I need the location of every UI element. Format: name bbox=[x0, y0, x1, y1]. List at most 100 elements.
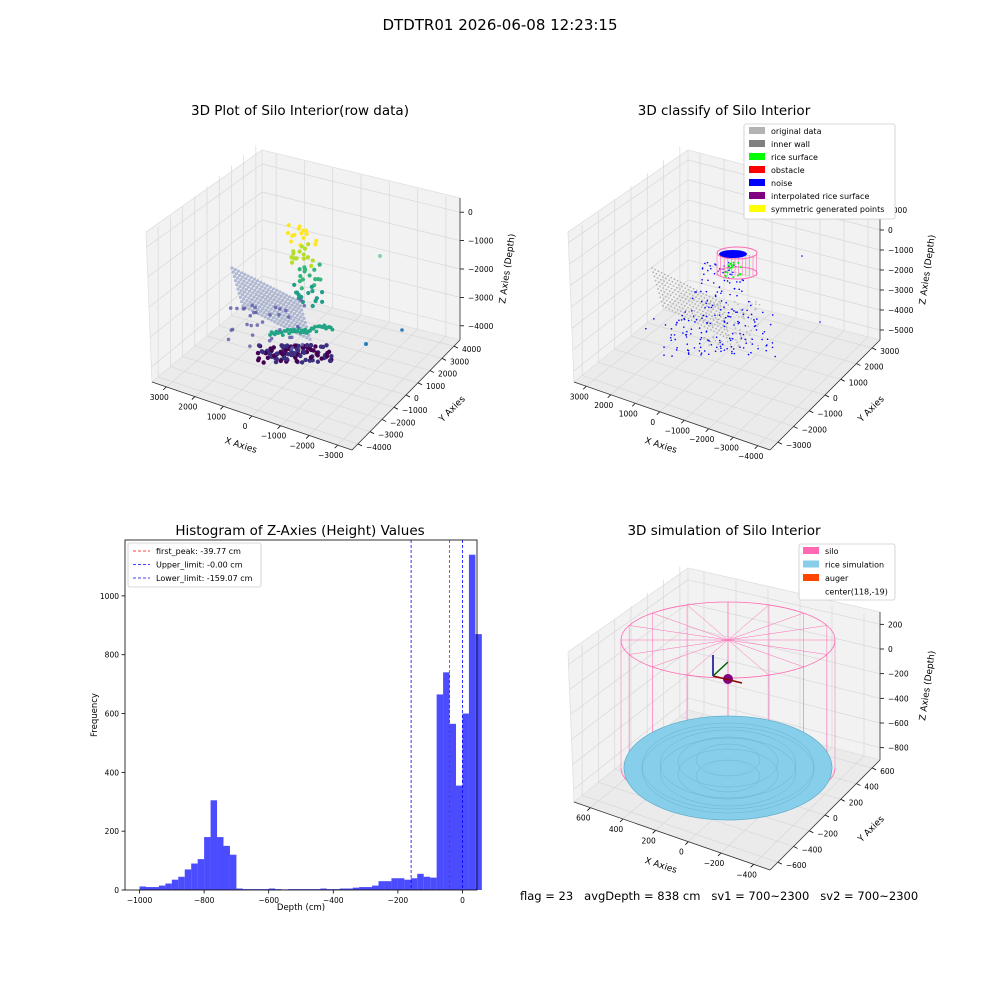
classify-point bbox=[706, 338, 708, 340]
classify-legend-swatch bbox=[749, 127, 765, 134]
histogram-bar bbox=[236, 888, 243, 890]
raw-point bbox=[294, 316, 298, 320]
classify-point bbox=[747, 325, 750, 328]
histogram-bar bbox=[404, 879, 411, 890]
cls-ygrid bbox=[582, 375, 778, 443]
histogram-bar bbox=[326, 889, 334, 890]
classify-point bbox=[730, 264, 733, 267]
raw-point bbox=[275, 317, 279, 321]
classify-point bbox=[704, 336, 706, 339]
classify-point bbox=[736, 341, 738, 343]
classify-point bbox=[670, 276, 673, 279]
raw-point bbox=[286, 297, 290, 301]
sim-ylabel: Y Axies bbox=[856, 814, 887, 845]
raw-point bbox=[264, 290, 268, 294]
raw-ytick-label: 1000 bbox=[426, 382, 445, 391]
classify-point bbox=[665, 299, 668, 302]
histogram-bar bbox=[171, 879, 179, 890]
cls-xtick-label: 2000 bbox=[594, 401, 613, 410]
histogram-plot: −1000 −800 −600 −400 −200 0 0 200 400 600 800 1000 D… bbox=[90, 539, 482, 913]
classify-point bbox=[742, 313, 745, 316]
classify-point bbox=[720, 326, 723, 329]
raw-point bbox=[266, 288, 270, 292]
raw-xtick-label: 0 bbox=[243, 422, 248, 431]
raw-point bbox=[266, 295, 270, 299]
cls-ytick bbox=[777, 441, 783, 445]
classify-point bbox=[684, 298, 687, 301]
raw-ygrid bbox=[170, 366, 371, 432]
cls-xtick bbox=[729, 436, 734, 441]
raw-point bbox=[286, 319, 290, 323]
raw-point bbox=[258, 287, 262, 291]
rice-mesh-line bbox=[641, 722, 815, 810]
classify-point bbox=[681, 285, 683, 288]
raw-ylabel: Y Axies bbox=[437, 394, 468, 425]
histogram-bar bbox=[158, 885, 166, 890]
raw-point bbox=[263, 304, 267, 308]
raw-point bbox=[247, 296, 251, 300]
cls-xtick bbox=[656, 411, 661, 416]
raw-point bbox=[314, 329, 319, 334]
raw-point bbox=[292, 312, 296, 316]
silo-roof-spoke bbox=[727, 625, 827, 641]
histogram-xtick-label: −200 bbox=[388, 896, 409, 905]
cls-zgrid bbox=[687, 279, 881, 331]
raw-point bbox=[282, 314, 286, 318]
classify-point bbox=[660, 300, 663, 303]
raw-ytick bbox=[429, 370, 435, 373]
classify-point bbox=[716, 303, 719, 306]
classify-point bbox=[754, 324, 757, 327]
classify-point bbox=[674, 311, 677, 314]
classify-point bbox=[698, 308, 701, 311]
raw-point bbox=[306, 242, 311, 247]
cls-zgrid bbox=[569, 199, 689, 286]
classify-point bbox=[661, 293, 664, 296]
classify-point bbox=[713, 301, 715, 304]
classify-point bbox=[662, 287, 665, 289]
classify-point bbox=[761, 332, 764, 335]
raw-point bbox=[400, 328, 404, 332]
classify-point bbox=[679, 310, 682, 313]
sim-x-axis-line bbox=[573, 801, 771, 871]
classify-point bbox=[708, 344, 710, 346]
classify-point bbox=[669, 301, 671, 304]
classify-point bbox=[755, 303, 757, 305]
raw-point bbox=[255, 350, 261, 356]
simulation-legend-swatch bbox=[803, 560, 819, 568]
classify-point bbox=[656, 277, 659, 279]
raw-xtick-label: 1000 bbox=[207, 412, 226, 421]
classify-point bbox=[714, 294, 717, 296]
raw-point bbox=[248, 300, 252, 304]
raw-point bbox=[249, 323, 254, 328]
raw-point bbox=[299, 360, 305, 365]
classify-point bbox=[687, 306, 689, 309]
classify-point bbox=[705, 305, 708, 308]
raw-point bbox=[279, 294, 283, 298]
classify-point bbox=[707, 269, 709, 272]
raw-point bbox=[245, 281, 249, 285]
raw-point bbox=[270, 318, 274, 322]
raw-point bbox=[272, 316, 276, 320]
raw-point bbox=[262, 282, 266, 286]
classify-point bbox=[653, 275, 656, 278]
cls-zgrid bbox=[569, 179, 689, 265]
classify-point bbox=[689, 315, 692, 317]
cls-xlabel: X Axies bbox=[643, 436, 678, 456]
classify-point bbox=[757, 347, 759, 350]
raw-point bbox=[310, 288, 315, 294]
classify-point bbox=[728, 337, 731, 340]
classify-point bbox=[673, 278, 676, 281]
classify-point bbox=[653, 318, 655, 320]
cls-zgrid bbox=[572, 259, 689, 351]
classify-point bbox=[671, 355, 673, 357]
classify-cylinder-top bbox=[716, 246, 758, 260]
raw-point bbox=[294, 298, 298, 302]
classify-point bbox=[729, 293, 731, 296]
cls-xtick-label: −1000 bbox=[665, 426, 691, 435]
sim-zgrid bbox=[687, 603, 881, 650]
classify-point bbox=[726, 334, 728, 337]
raw-point bbox=[280, 333, 285, 338]
simulation-legend-swatch bbox=[803, 547, 819, 554]
raw-point bbox=[305, 336, 309, 340]
raw-point bbox=[287, 331, 292, 336]
